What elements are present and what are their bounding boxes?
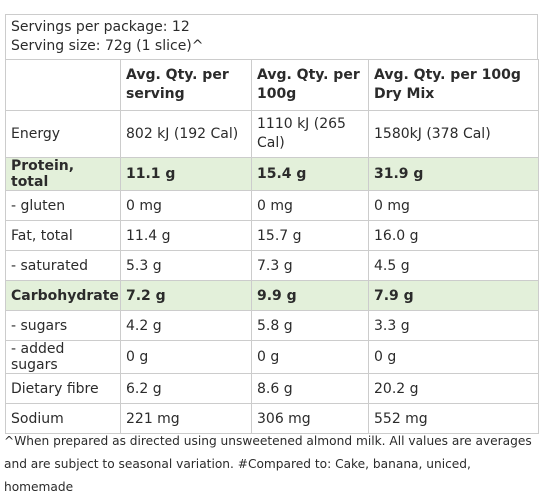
table-row: Carbohydrate 7.2 g 9.9 g 7.9 g <box>5 280 539 311</box>
nutrient-value: 9.9 g <box>251 280 369 311</box>
column-header: Avg. Qty. per 100g Dry Mix <box>368 59 539 111</box>
nutrient-name: Carbohydrate <box>5 280 121 311</box>
nutrient-value: 3.3 g <box>368 310 539 341</box>
table-row: - saturated 5.3 g 7.3 g 4.5 g <box>5 250 539 281</box>
nutrient-name: Protein, total <box>5 157 121 191</box>
nutrient-value: 8.6 g <box>251 373 369 404</box>
nutrition-table: Avg. Qty. per serving Avg. Qty. per 100g A… <box>5 59 539 434</box>
nutrient-value: 0 g <box>368 340 539 374</box>
table-row: Energy 802 kJ (192 Cal) 1110 kJ (265 Cal) 1… <box>5 110 539 158</box>
nutrient-value: 4.5 g <box>368 250 539 281</box>
nutrient-value: 5.3 g <box>120 250 252 281</box>
footnote: ^When prepared as directed using unsweet… <box>4 434 532 494</box>
nutrient-value: 1580kJ (378 Cal) <box>368 110 539 158</box>
nutrient-value: 0 mg <box>251 190 369 221</box>
nutrient-value: 221 mg <box>120 403 252 434</box>
table-row: Sodium 221 mg 306 mg 552 mg <box>5 403 539 434</box>
nutrient-name: Energy <box>5 110 121 158</box>
nutrient-value: 5.8 g <box>251 310 369 341</box>
column-header <box>5 59 121 111</box>
nutrient-value: 20.2 g <box>368 373 539 404</box>
nutrient-value: 31.9 g <box>368 157 539 191</box>
nutrient-name: - saturated <box>5 250 121 281</box>
panel-header: Servings per package: 12 Serving size: 7… <box>5 14 538 59</box>
table-row: - sugars 4.2 g 5.8 g 3.3 g <box>5 310 539 341</box>
servings: Servings per package: 12 <box>11 19 190 35</box>
nutrient-value: 1110 kJ (265 Cal) <box>251 110 369 158</box>
nutrient-value: 0 mg <box>368 190 539 221</box>
nutrient-value: 16.0 g <box>368 220 539 251</box>
nutrient-value: 802 kJ (192 Cal) <box>120 110 252 158</box>
table-row: Protein, total 11.1 g 15.4 g 31.9 g <box>5 157 539 191</box>
nutrient-value: 0 g <box>120 340 252 374</box>
nutrient-value: 0 g <box>251 340 369 374</box>
serving-size: Serving size: 72g (1 slice)^ <box>11 38 204 54</box>
nutrient-value: 15.7 g <box>251 220 369 251</box>
nutrient-value: 15.4 g <box>251 157 369 191</box>
nutrient-value: 552 mg <box>368 403 539 434</box>
table-row: Dietary fibre 6.2 g 8.6 g 20.2 g <box>5 373 539 404</box>
nutrient-name: - added sugars <box>5 340 121 374</box>
nutrient-value: 11.1 g <box>120 157 252 191</box>
nutrient-value: 6.2 g <box>120 373 252 404</box>
nutrient-name: - gluten <box>5 190 121 221</box>
nutrient-value: 7.2 g <box>120 280 252 311</box>
nutrient-name: Fat, total <box>5 220 121 251</box>
nutrient-name: Dietary fibre <box>5 373 121 404</box>
nutrient-value: 7.9 g <box>368 280 539 311</box>
nutrient-name: - sugars <box>5 310 121 341</box>
nutrient-value: 4.2 g <box>120 310 252 341</box>
table-row: - gluten 0 mg 0 mg 0 mg <box>5 190 539 221</box>
table-row: Fat, total 11.4 g 15.7 g 16.0 g <box>5 220 539 251</box>
nutrient-name: Sodium <box>5 403 121 434</box>
column-header: Avg. Qty. per serving <box>120 59 252 111</box>
nutrient-value: 306 mg <box>251 403 369 434</box>
column-header: Avg. Qty. per 100g <box>251 59 369 111</box>
nutrient-value: 0 mg <box>120 190 252 221</box>
header-row: Avg. Qty. per serving Avg. Qty. per 100g A… <box>5 59 539 111</box>
nutrient-value: 11.4 g <box>120 220 252 251</box>
nutrition-panel: Servings per package: 12 Serving size: 7… <box>4 14 539 494</box>
table-body: Energy 802 kJ (192 Cal) 1110 kJ (265 Cal) 1… <box>5 110 539 434</box>
nutrient-value: 7.3 g <box>251 250 369 281</box>
